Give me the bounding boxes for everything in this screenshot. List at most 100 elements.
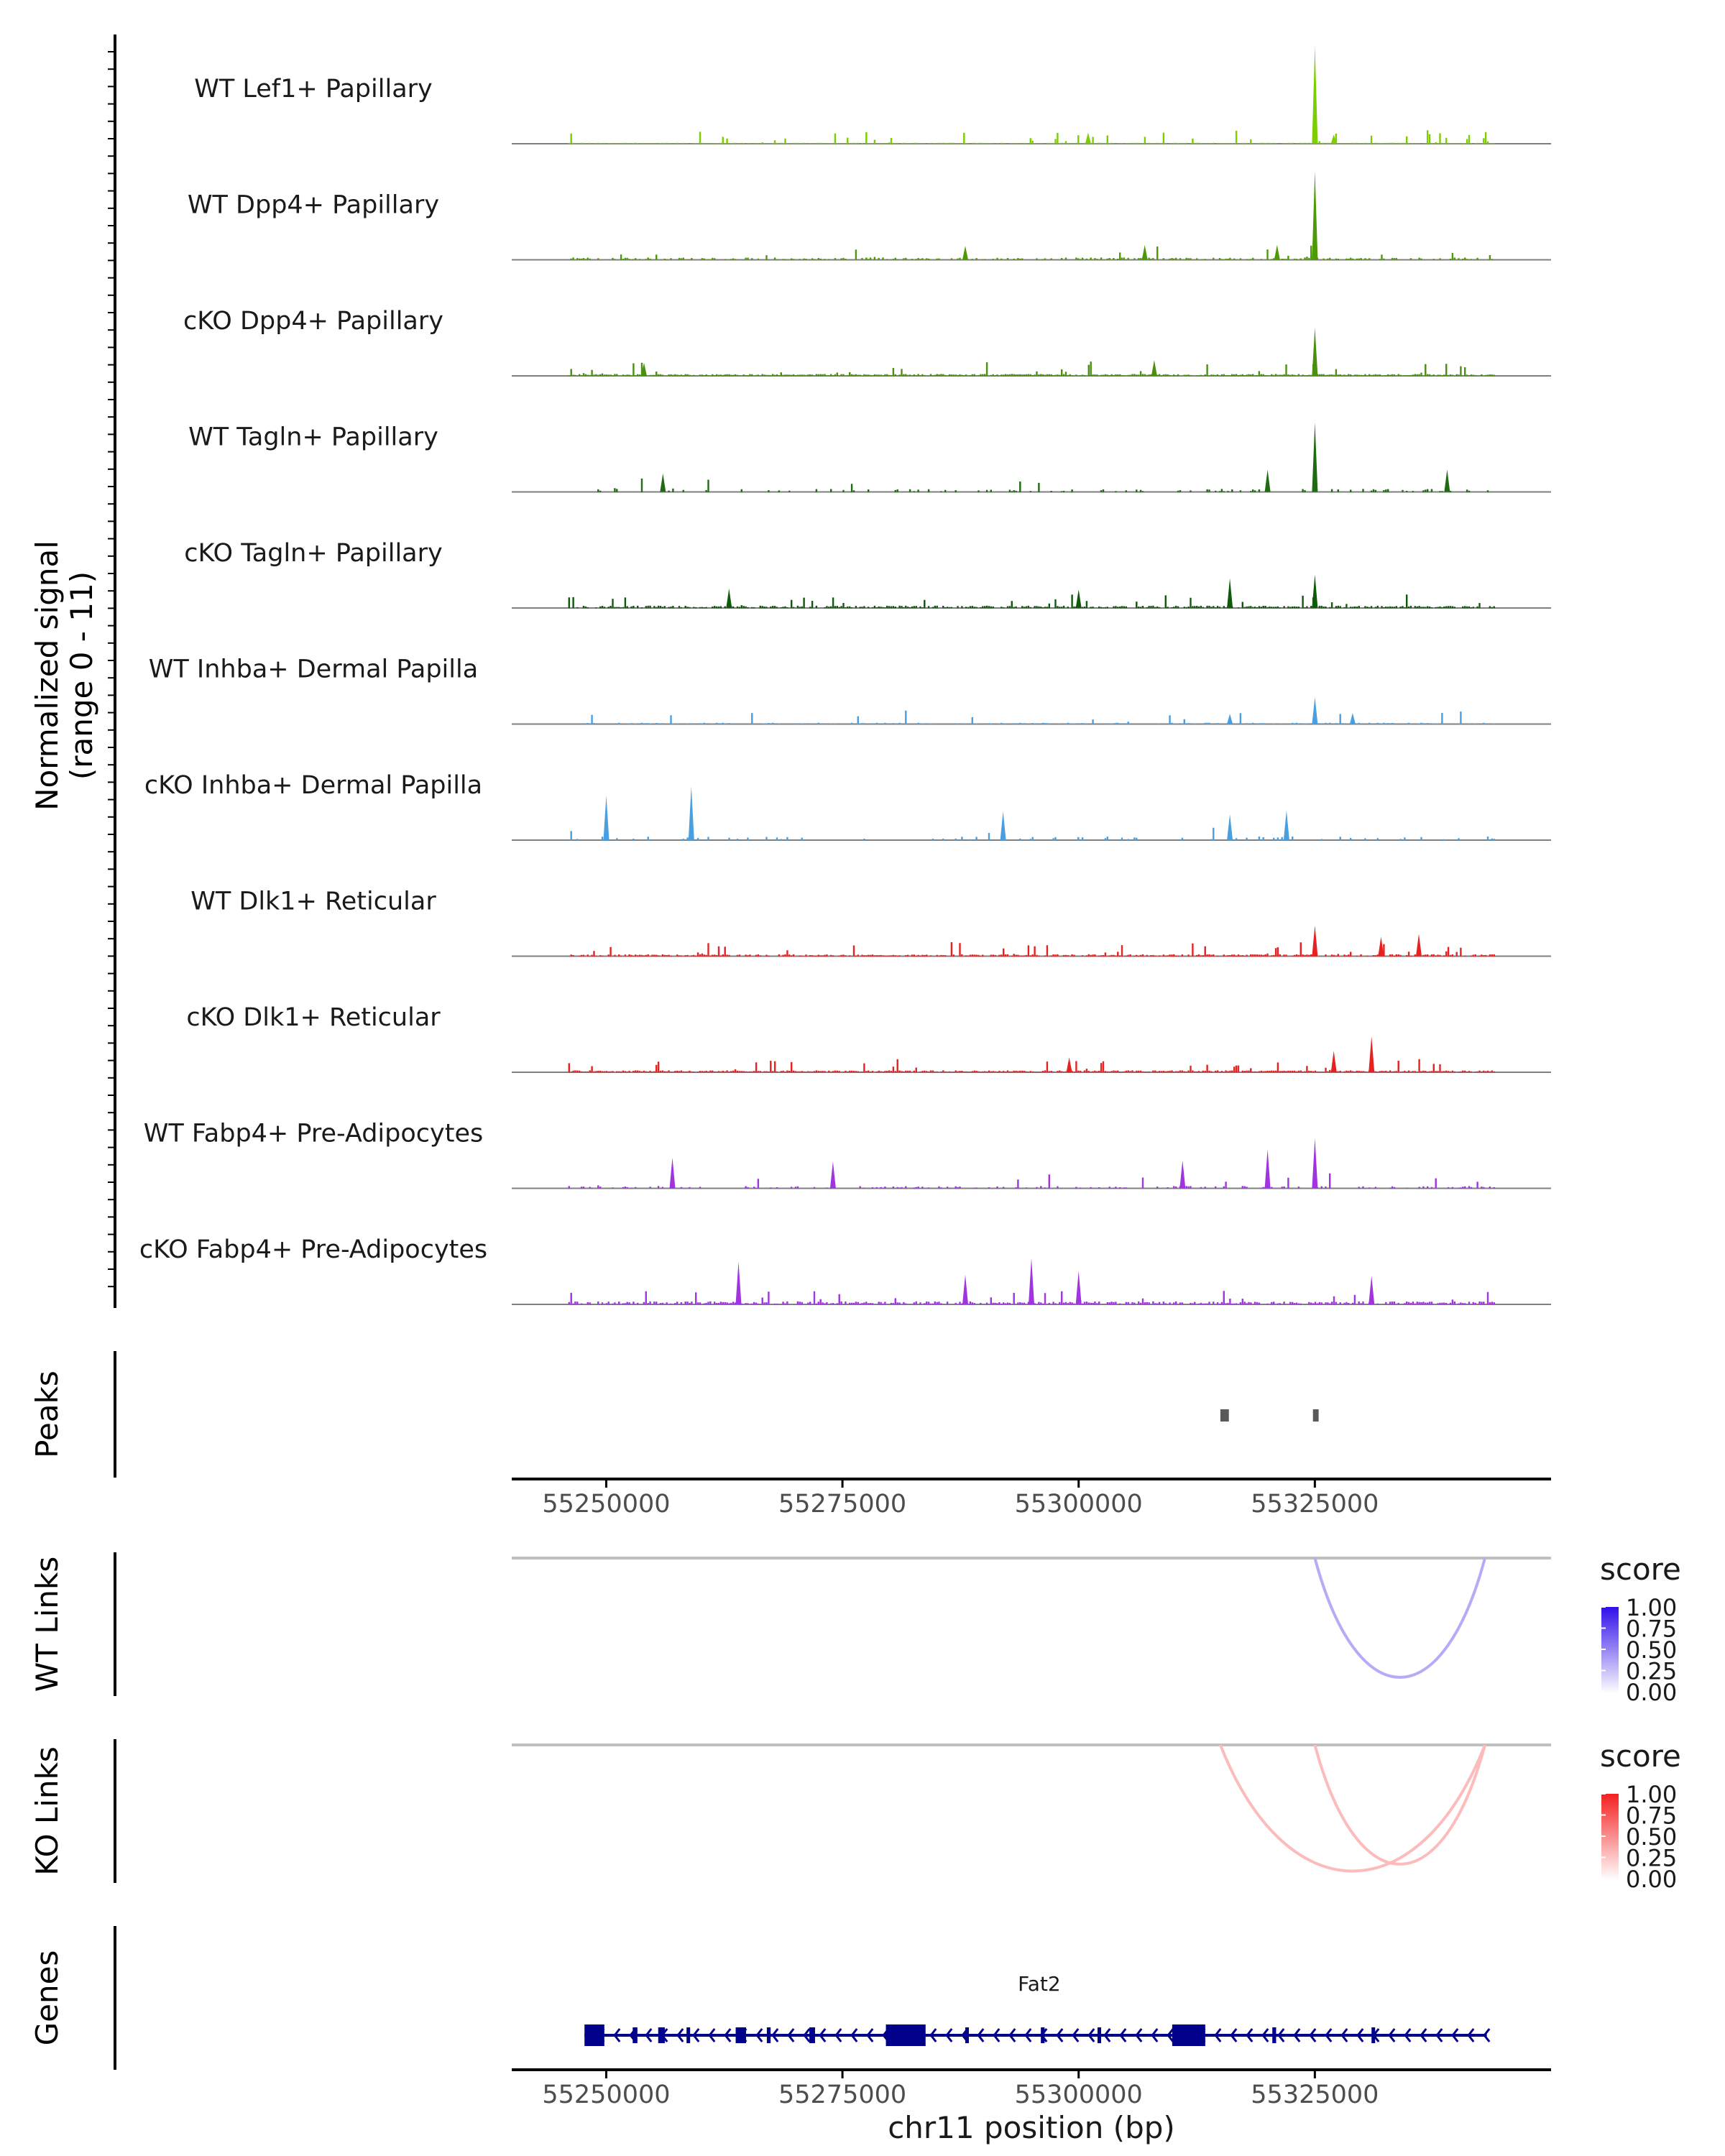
exon [1098,2027,1102,2043]
strand-arrow [1135,2028,1143,2042]
strand-arrow [834,2028,842,2042]
peaks-x-tick-label: 55250000 [542,1490,670,1519]
legend-tick-label: 0.00 [1626,1679,1677,1706]
coverage-signal [582,710,1495,724]
coverage-signal [570,245,1493,260]
coverage-signal [568,1059,1495,1073]
coverage-track-label: cKO Dpp4+ Papillary [183,307,443,336]
coverage-peak [660,473,666,492]
strand-arrow [1230,2028,1238,2042]
coverage-peak [1349,713,1356,724]
coverage-signal [570,827,1495,841]
coverage-peak [1283,810,1289,840]
coverage-ylabel: Normalized signal [29,540,65,811]
strand-arrow [1103,2028,1111,2042]
strand-arrow [1293,2028,1301,2042]
coverage-track-label: cKO Dlk1+ Reticular [186,1003,441,1032]
exon [1371,2027,1376,2043]
coverage-track: cKO Dpp4+ Papillary [183,307,1551,377]
coverage-signal [568,361,1495,377]
legend-tick-label: 0.25 [1626,1845,1677,1872]
coverage-signal [568,1290,1495,1305]
coverage-track: WT Inhba+ Dermal Papilla [149,655,1551,725]
legend-tick-label: 0.25 [1626,1658,1677,1685]
coverage-peak [688,786,694,840]
x-axis-label: chr11 position (bp) [888,2110,1175,2145]
coverage-peak [1312,574,1318,608]
strand-arrow [1388,2028,1396,2042]
coverage-peak [726,588,732,608]
strand-arrow [708,2028,716,2042]
peaks-x-tick-label: 55325000 [1251,1490,1379,1519]
coverage-track: WT Dlk1+ Reticular [190,888,1551,957]
link-arc [1313,1744,1486,1866]
coverage-peak [829,1161,836,1189]
legend-tick-label: 1.00 [1626,1594,1677,1621]
links-panel-label: KO Links [29,1746,65,1876]
exon [632,2027,638,2043]
coverage-track: cKO Fabp4+ Pre-Adipocytes [139,1235,1551,1305]
coverage-peak [1075,1271,1082,1304]
strand-arrow [1483,2028,1491,2042]
legend-tick-label: 1.00 [1626,1781,1677,1808]
coverage-track: WT Fabp4+ Pre-Adipocytes [144,1120,1551,1189]
coverage-track: cKO Inhba+ Dermal Papilla [144,771,1551,841]
coverage-peak [1312,1138,1318,1189]
strand-arrow [929,2028,937,2042]
link-arc [1219,1744,1486,1873]
coverage-peak [735,1261,742,1304]
coverage-signal [597,478,1489,492]
exon [886,2024,926,2046]
strand-arrow [1340,2028,1348,2042]
coverage-peak [1312,327,1318,376]
x-tick-label: 55250000 [542,2081,670,2109]
coverage-peak [603,796,610,840]
strand-arrow [850,2028,858,2042]
coverage-track-label: cKO Fabp4+ Pre-Adipocytes [139,1235,487,1264]
strand-arrow [1277,2028,1285,2042]
coverage-peak [1000,811,1006,840]
exon [658,2027,665,2043]
coverage-track-label: cKO Inhba+ Dermal Papilla [144,771,482,800]
strand-arrow [1404,2028,1412,2042]
coverage-peak [962,246,968,260]
strand-arrow [1325,2028,1333,2042]
genes-panel: Genes Fat2 55250000 55275000 55300000 5532500… [29,1926,1551,2145]
strand-arrow [1167,2028,1174,2042]
peaks-panel-label: Peaks [29,1370,65,1458]
genes-panel-label: Genes [29,1950,65,2046]
peaks-panel: Peaks 55250000 55275000 55300000 55325000 [29,1351,1551,1519]
coverage-track-label: WT Lef1+ Papillary [194,75,433,103]
legend-tick-label: 0.75 [1626,1802,1677,1830]
coverage-peak [669,1157,676,1189]
coverage-track: cKO Dlk1+ Reticular [186,1003,1551,1073]
coverage-peak [1274,244,1280,260]
link-arc [1313,1557,1486,1679]
strand-arrow [613,2028,621,2042]
strand-arrow [787,2028,795,2042]
strand-arrow [676,2028,684,2042]
exon [1272,2027,1276,2043]
coverage-track: WT Tagln+ Papillary [188,422,1551,493]
strand-arrow [1309,2028,1317,2042]
coverage-signal [568,594,1495,609]
coverage-track-label: cKO Tagln+ Papillary [184,539,443,568]
exon [735,2027,747,2043]
strand-arrow [803,2028,811,2042]
peak-range [1220,1409,1229,1422]
strand-arrow [1246,2028,1254,2042]
x-tick-label: 55325000 [1251,2081,1379,2109]
coverage-peak [1151,360,1157,376]
coverage-ylabel-range: (range 0 - 11) [64,571,99,780]
coverage-peak [1368,1036,1375,1072]
strand-arrow [1119,2028,1127,2042]
exon [766,2027,771,2043]
coverage-track-label: WT Tagln+ Papillary [188,423,438,452]
strand-arrow [724,2028,732,2042]
strand-arrow [1435,2028,1443,2042]
strand-arrow [1056,2028,1064,2042]
strand-arrow [755,2028,763,2042]
strand-arrow [977,2028,985,2042]
